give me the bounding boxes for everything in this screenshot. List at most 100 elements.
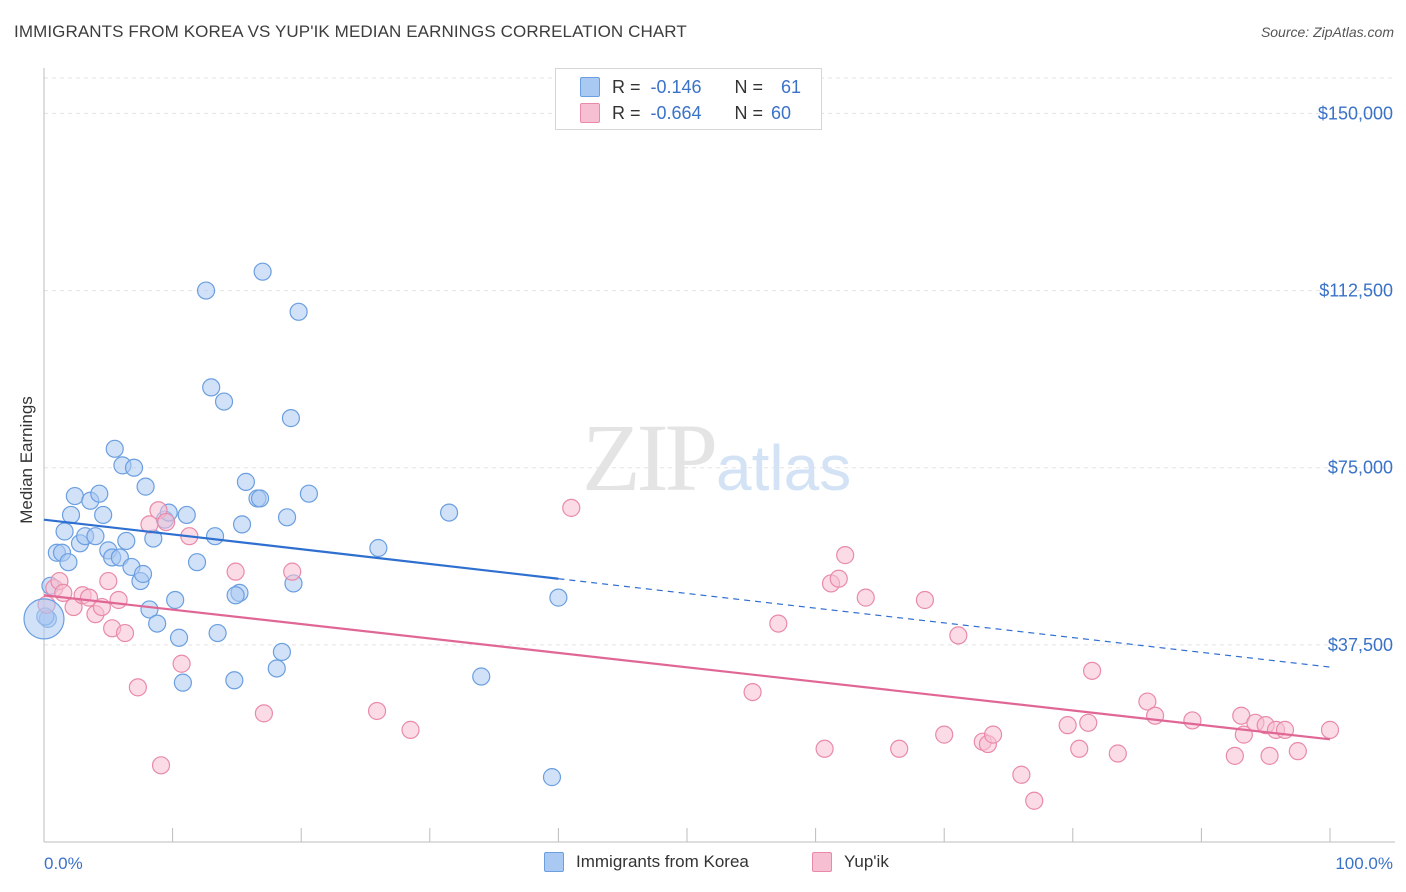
stats-n-label: N = bbox=[734, 102, 764, 123]
point-yupik bbox=[890, 739, 909, 758]
x-tick-label: 100.0% bbox=[1335, 854, 1393, 873]
legend-label-yupik: Yup'ik bbox=[844, 852, 889, 871]
legend-swatch-yupik bbox=[812, 852, 832, 872]
point-korea bbox=[232, 515, 252, 534]
point-korea bbox=[253, 262, 272, 281]
point-yupik bbox=[1146, 706, 1165, 725]
point-yupik bbox=[283, 562, 302, 581]
point-yupik bbox=[1082, 661, 1102, 680]
point-korea bbox=[169, 628, 189, 647]
point-yupik bbox=[1183, 711, 1202, 730]
point-yupik bbox=[1070, 739, 1089, 758]
point-yupik bbox=[1225, 746, 1244, 765]
point-korea bbox=[187, 553, 207, 572]
point-korea bbox=[272, 642, 292, 662]
trend-line-korea-extension bbox=[558, 578, 1331, 668]
point-korea bbox=[173, 673, 192, 692]
point-korea bbox=[124, 458, 144, 477]
source-label: Source: ZipAtlas.com bbox=[1260, 24, 1394, 40]
trend-line-yupik bbox=[43, 594, 1331, 741]
point-korea bbox=[117, 531, 136, 551]
point-yupik bbox=[915, 590, 935, 610]
stats-row-korea: R = -0.146 N = 61 bbox=[580, 75, 801, 99]
point-korea bbox=[236, 472, 256, 491]
trend-line-korea bbox=[43, 518, 559, 580]
legend-item-yupik[interactable]: Yup'ik bbox=[812, 852, 889, 872]
point-korea bbox=[369, 538, 388, 558]
point-korea bbox=[166, 590, 185, 610]
stats-r-label: R = bbox=[612, 76, 641, 97]
legend-label-korea: Immigrants from Korea bbox=[576, 852, 749, 871]
axis-labels: $37,500 $75,000 $112,500 $150,000 0.0% 100.0% bbox=[44, 103, 1393, 873]
point-korea bbox=[177, 505, 196, 525]
point-yupik bbox=[1288, 742, 1307, 761]
point-korea bbox=[94, 505, 113, 525]
point-korea bbox=[205, 527, 225, 546]
point-yupik bbox=[99, 571, 118, 591]
stats-row-yupik: R = -0.664 N = 60 bbox=[580, 101, 791, 125]
point-yupik bbox=[109, 590, 128, 610]
point-yupik bbox=[836, 546, 855, 565]
point-yupik bbox=[1079, 713, 1098, 732]
point-yupik bbox=[815, 739, 834, 758]
point-yupik bbox=[1138, 692, 1157, 711]
point-korea bbox=[549, 588, 568, 607]
x-tick-label: 0.0% bbox=[44, 854, 83, 873]
legend-swatch-korea bbox=[544, 852, 564, 872]
point-yupik bbox=[1012, 765, 1031, 784]
point-yupik bbox=[1320, 720, 1340, 739]
stats-swatch-korea bbox=[580, 77, 600, 97]
data-points bbox=[23, 262, 1340, 810]
point-korea bbox=[277, 508, 297, 527]
point-korea bbox=[59, 553, 78, 572]
point-korea bbox=[208, 623, 227, 643]
point-yupik bbox=[151, 756, 171, 775]
point-yupik bbox=[856, 588, 875, 607]
stats-r-value: -0.664 bbox=[650, 102, 702, 123]
point-korea bbox=[542, 768, 562, 787]
y-axis-label: Median Earnings bbox=[17, 396, 36, 524]
point-korea bbox=[55, 522, 74, 541]
point-yupik bbox=[743, 682, 762, 702]
point-yupik bbox=[1025, 791, 1044, 810]
point-yupik bbox=[935, 725, 954, 744]
point-korea bbox=[226, 586, 245, 605]
point-yupik bbox=[157, 512, 176, 532]
point-yupik bbox=[1108, 744, 1127, 763]
point-korea bbox=[267, 659, 286, 678]
point-korea bbox=[214, 392, 234, 411]
point-yupik bbox=[226, 562, 245, 581]
point-korea bbox=[133, 564, 153, 584]
trend-lines bbox=[43, 518, 1331, 741]
stats-n-value: 60 bbox=[771, 102, 792, 123]
point-korea bbox=[140, 600, 159, 619]
stats-r-label: R = bbox=[612, 102, 641, 123]
point-yupik bbox=[769, 614, 788, 633]
legend-item-korea[interactable]: Immigrants from Korea bbox=[544, 852, 749, 872]
point-yupik bbox=[367, 701, 387, 721]
point-yupik bbox=[1260, 746, 1279, 765]
point-korea bbox=[202, 378, 221, 397]
point-korea bbox=[472, 667, 491, 686]
y-tick-label: $150,000 bbox=[1318, 103, 1393, 123]
point-yupik bbox=[949, 626, 968, 645]
point-korea-cluster bbox=[23, 598, 65, 640]
y-tick-label: $37,500 bbox=[1328, 635, 1393, 655]
point-korea bbox=[136, 477, 155, 496]
point-yupik bbox=[115, 623, 135, 643]
watermark-zip: ZIP bbox=[582, 404, 715, 511]
point-yupik bbox=[1058, 716, 1077, 735]
point-yupik bbox=[401, 720, 420, 739]
point-korea bbox=[299, 484, 319, 503]
point-korea bbox=[61, 505, 81, 525]
point-korea bbox=[105, 439, 124, 458]
point-yupik bbox=[254, 704, 274, 723]
chart-title: IMMIGRANTS FROM KOREA VS YUP'IK MEDIAN E… bbox=[14, 22, 687, 41]
point-korea bbox=[86, 527, 105, 546]
point-yupik bbox=[829, 569, 848, 588]
point-yupik bbox=[562, 498, 581, 517]
stats-r-value: -0.146 bbox=[650, 76, 702, 97]
stats-swatch-yupik bbox=[580, 103, 600, 123]
y-tick-label: $112,500 bbox=[1319, 281, 1393, 301]
point-yupik bbox=[128, 678, 147, 697]
